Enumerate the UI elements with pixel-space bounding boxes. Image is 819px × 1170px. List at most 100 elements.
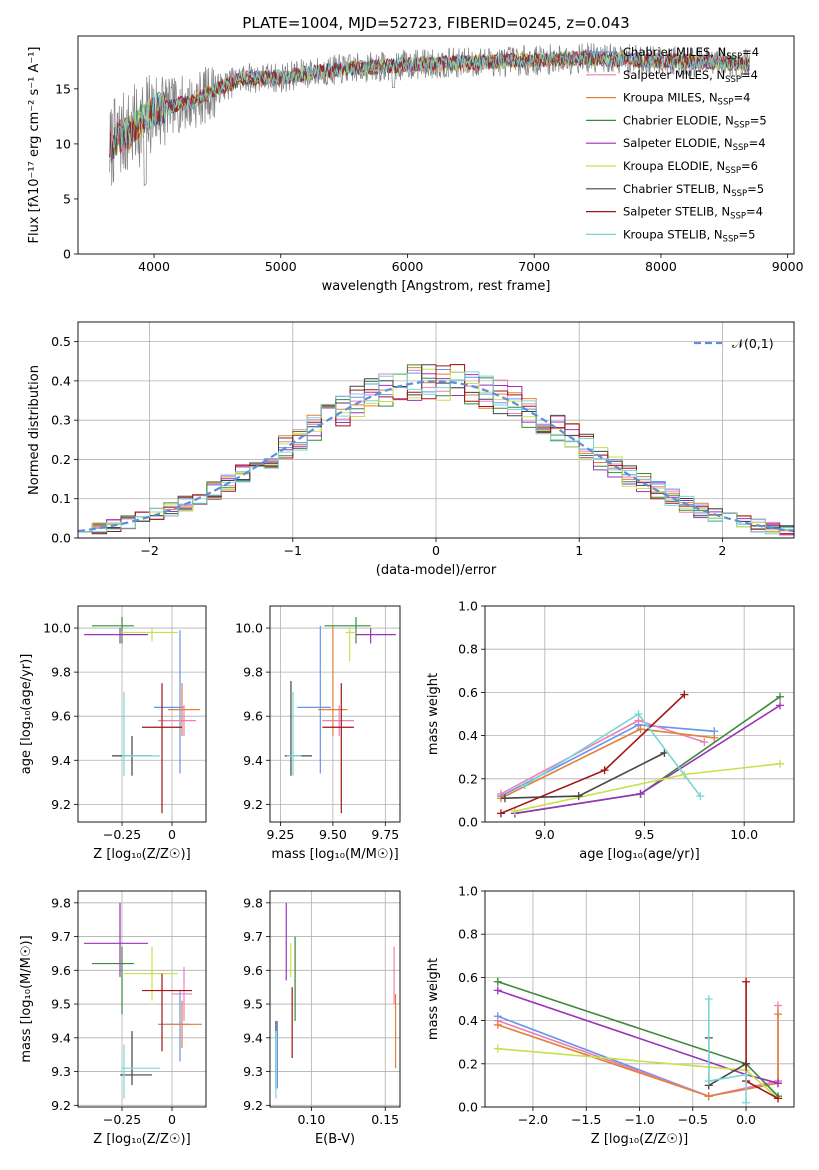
errorbar-point — [158, 990, 190, 1062]
legend-label: Kroupa ELODIE, NSSP=6 — [623, 159, 758, 176]
y-tick-label: 0.2 — [51, 452, 71, 467]
x-tick-label: 9.75 — [371, 827, 399, 842]
y-axis-label: Flux [fλ10⁻¹⁷ erg cm⁻² s⁻¹ A⁻¹] — [27, 47, 42, 244]
data-point-marker — [493, 1044, 502, 1053]
axes-frame — [484, 605, 795, 823]
massweight-line — [497, 1005, 779, 1098]
x-tick-label: 0 — [432, 543, 440, 558]
axes-frame — [77, 890, 207, 1108]
data-point-marker — [636, 725, 645, 734]
data-point-marker — [600, 766, 609, 775]
data-point-marker — [520, 781, 529, 790]
legend-label: Kroupa MILES, NSSP=4 — [623, 91, 750, 108]
data-point-marker — [742, 1070, 751, 1079]
panel-age-vs-Z: −0.25 0 9.2 9.4 9.6 9.8 10.0 Z [log₁₀(Z/Z☉)] age… — [19, 605, 207, 862]
data-point-marker — [774, 1010, 783, 1019]
legend: 𝒩(0,1) — [694, 336, 774, 351]
x-tick-label: 0.15 — [371, 1112, 399, 1127]
data-point-marker — [700, 738, 709, 747]
y-tick-label: 15 — [55, 81, 71, 96]
y-tick-label: 9.6 — [243, 709, 263, 724]
y-tick-label: 9.5 — [243, 997, 263, 1012]
y-tick-label: 0.0 — [458, 1100, 478, 1115]
y-tick-label: 9.2 — [243, 1098, 263, 1113]
x-tick-label: 6000 — [392, 259, 424, 274]
data-point-marker — [774, 1079, 783, 1088]
data-point-marker — [574, 792, 583, 801]
errorbar-point — [345, 628, 356, 662]
x-tick-label: 1 — [575, 543, 583, 558]
x-tick-label: 9.0 — [535, 827, 555, 842]
x-axis-label: wavelength [Angstrom, rest frame] — [322, 279, 551, 294]
x-tick-label: −1.5 — [571, 1112, 601, 1127]
x-tick-label: −0.25 — [103, 827, 141, 842]
x-axis-label: mass [log₁₀(M/M☉)] — [271, 847, 398, 862]
plot-area — [84, 617, 200, 814]
x-tick-label: 9.5 — [635, 827, 655, 842]
errorbar-point — [297, 625, 331, 774]
y-tick-label: 0.8 — [458, 642, 478, 657]
errorbar-point — [122, 628, 178, 642]
data-point-marker — [636, 789, 645, 798]
x-tick-label: 8000 — [645, 259, 677, 274]
residual-histogram — [78, 364, 794, 535]
data-point-marker — [776, 759, 785, 768]
errorbar-point — [355, 628, 396, 644]
legend-label: Chabrier MILES, NSSP=4 — [623, 45, 759, 62]
plot-area — [496, 690, 785, 818]
y-tick-label: 0 — [63, 247, 71, 262]
data-point-marker — [493, 977, 502, 986]
errorbar-point — [120, 1031, 152, 1086]
y-tick-label: 0.6 — [458, 685, 478, 700]
x-tick-label: −1 — [284, 543, 302, 558]
x-tick-label: 0 — [168, 1112, 176, 1127]
errorbar-point — [122, 1044, 160, 1099]
axes-frame — [77, 35, 795, 255]
x-tick-label: −1.0 — [624, 1112, 654, 1127]
panel-mass-vs-EBV: 0.10 0.15 9.2 9.3 9.4 9.5 9.6 9.7 9.8 E(B-V) — [243, 890, 401, 1147]
y-tick-label: 0.4 — [458, 728, 478, 743]
y-tick-label: 9.5 — [51, 997, 71, 1012]
y-axis-label: mass weight — [426, 958, 441, 1040]
x-tick-label: 5000 — [265, 259, 297, 274]
data-point-marker — [704, 1077, 713, 1086]
data-point-marker — [493, 986, 502, 995]
errorbar-point — [154, 630, 184, 774]
panel-spectrum: 4000 5000 6000 7000 8000 9000 0 5 10 15 wavelength… — [27, 14, 804, 294]
data-point-marker — [510, 807, 519, 816]
errorbar-point — [92, 946, 134, 1015]
x-tick-label: 0.10 — [297, 1112, 325, 1127]
y-tick-label: 1.0 — [458, 884, 478, 899]
x-tick-label: 10.0 — [730, 827, 758, 842]
y-tick-label: 10 — [55, 136, 71, 151]
y-tick-label: 0.4 — [458, 1013, 478, 1028]
x-axis-label: Z [log₁₀(Z/Z☉)] — [93, 1132, 190, 1147]
normal-curve — [78, 380, 794, 533]
y-tick-label: 0.1 — [51, 491, 71, 506]
errorbar-point — [322, 683, 354, 814]
errorbar-point — [92, 617, 134, 644]
x-tick-label: 9.25 — [267, 827, 295, 842]
y-tick-label: 10.0 — [43, 621, 71, 636]
x-tick-label: 9000 — [772, 259, 804, 274]
y-tick-label: 9.7 — [243, 929, 263, 944]
data-point-marker — [742, 1098, 751, 1107]
y-tick-label: 1.0 — [458, 599, 478, 614]
data-point-marker — [500, 794, 509, 803]
data-point-marker — [696, 792, 705, 801]
y-axis-label: Normed distribution — [27, 365, 42, 495]
y-tick-label: 9.8 — [51, 895, 71, 910]
data-point-marker — [493, 1020, 502, 1029]
data-point-marker — [704, 1092, 713, 1101]
axes-frame — [484, 890, 795, 1108]
x-tick-label: −0.25 — [103, 1112, 141, 1127]
panel-age-vs-mass: 9.25 9.50 9.75 9.2 9.4 9.6 9.8 10.0 mass [log₁₀(… — [235, 605, 401, 862]
axes-frame — [77, 321, 795, 539]
y-tick-label: 0.0 — [51, 531, 71, 546]
axes-frame — [269, 605, 401, 823]
data-point-marker — [680, 690, 689, 699]
errorbar-point — [84, 628, 148, 644]
data-point-marker — [774, 1001, 783, 1010]
y-tick-label: 0.4 — [51, 373, 71, 388]
